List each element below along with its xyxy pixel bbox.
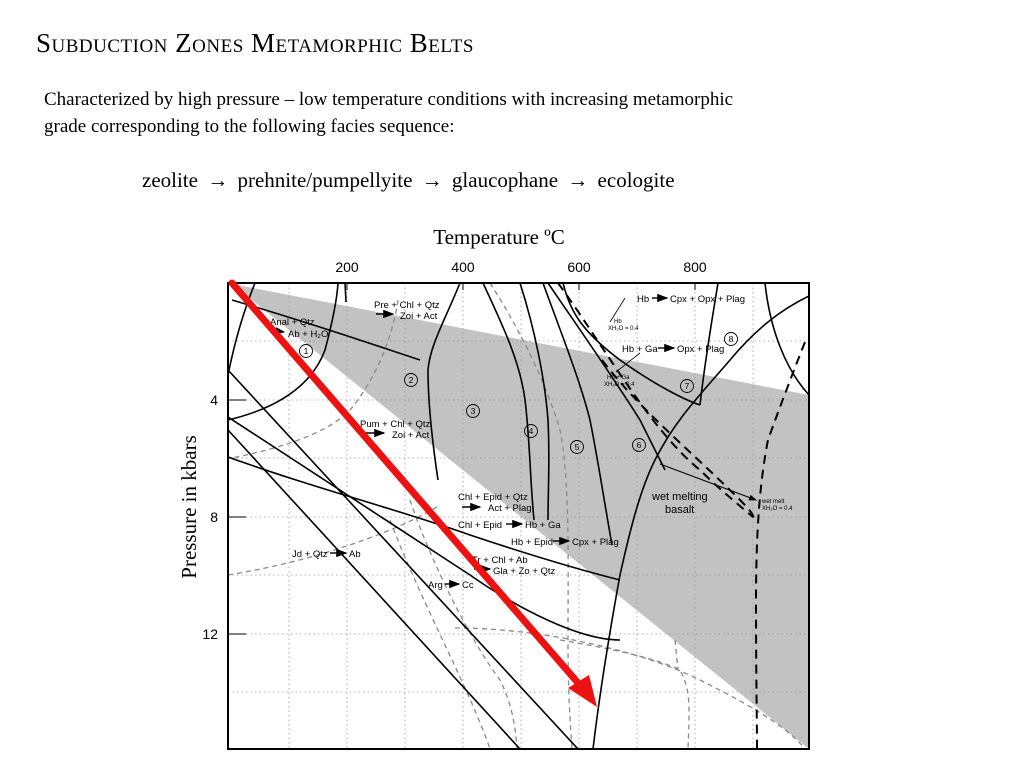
reaction-number-2: 2	[409, 375, 414, 385]
label-zoi-act-1: Zoi + Act	[400, 311, 438, 322]
reaction-numbers: 1 2 3 4 5 6 7 8	[304, 334, 734, 452]
circle-7	[680, 379, 694, 393]
reaction-number-circles	[299, 332, 738, 454]
label-hb-1: Hb	[637, 294, 649, 305]
y-tick-4: 4	[210, 392, 218, 408]
x-tick-800: 800	[683, 259, 707, 275]
facies-sequence: zeolite → prehnite/pumpellyite → glaucop…	[142, 168, 679, 193]
label-hb-epid: Hb + Epid	[511, 537, 553, 548]
reaction-number-3: 3	[471, 406, 476, 416]
label-ab-h2o: Ab + H₂O	[288, 329, 328, 340]
label-xh2o-2: XH₂O = 0.4	[604, 382, 635, 388]
circle-8	[724, 332, 738, 346]
label-wet-melting: wet melting	[651, 491, 708, 503]
label-cc: Cc	[462, 580, 474, 591]
label-arg: Arg	[428, 580, 443, 591]
label-opx-plag: Opx + Plag	[677, 344, 724, 355]
circle-6	[632, 438, 646, 452]
label-tr-chl-ab: Tr + Chl + Ab	[472, 555, 528, 566]
label-act-plag: Act + Plag	[488, 503, 532, 514]
reaction-number-6: 6	[637, 440, 642, 450]
label-jd-qtz: Jd + Qtz	[292, 549, 328, 560]
solid-reaction-curves	[228, 283, 809, 749]
sequence-arrow-1: →	[207, 168, 229, 192]
x-tick-600: 600	[567, 259, 591, 275]
y-tick-12: 12	[202, 626, 218, 642]
sequence-arrow-3: →	[567, 168, 589, 192]
label-gla-zo-qtz: Gla + Zo + Qtz	[493, 566, 556, 577]
label-wet-melt: wet melt	[761, 499, 785, 505]
y-tick-8: 8	[210, 509, 218, 525]
label-hb-ga-2: Hb + Ga	[622, 344, 658, 355]
reaction-number-7: 7	[685, 381, 690, 391]
label-zoi-act-2: Zoi + Act	[392, 430, 430, 441]
label-hb-small: Hb	[614, 319, 622, 325]
label-anal-qtz: Anal + Qtz	[270, 317, 315, 328]
label-basalt: basalt	[665, 504, 694, 516]
reaction-labels: Anal + Qtz Ab + H₂O Pre + Chl + Qtz Zoi …	[270, 293, 793, 591]
facies-glaucophane: glaucophane	[451, 168, 559, 192]
slide-title: Subduction Zones Metamorphic Belts	[36, 28, 474, 58]
x-tick-400: 400	[451, 259, 475, 275]
label-ab: Ab	[349, 549, 361, 560]
reaction-number-8: 8	[729, 334, 734, 344]
circle-5	[570, 440, 584, 454]
grid-lines	[228, 283, 809, 749]
intro-text: Characterized by high pressure – low tem…	[44, 86, 924, 140]
intro-line-2: grade corresponding to the following fac…	[44, 116, 455, 137]
dashed-reaction-curves	[228, 283, 806, 749]
label-cpx-opx-plag: Cpx + Opx + Plag	[670, 294, 745, 305]
label-hb-ga-1: Hb + Ga	[525, 520, 561, 531]
circle-4	[524, 424, 538, 438]
circle-2	[404, 373, 418, 387]
black-dashed-curves	[557, 283, 806, 749]
plot-frame	[227, 282, 810, 750]
facies-zeolite: zeolite	[142, 168, 198, 192]
label-hb-ga-small: Hb + Ga	[607, 375, 630, 381]
x-axis-title: Temperature ºC	[433, 225, 565, 249]
circle-3	[466, 404, 480, 418]
reaction-number-5: 5	[575, 442, 580, 452]
x-tick-200: 200	[335, 259, 359, 275]
label-xh2o-1: XH₂O = 0.4	[608, 326, 639, 332]
y-axis-title: Pressure in kbars	[177, 435, 201, 578]
label-pre-chl-qtz: Pre + Chl + Qtz	[374, 300, 440, 311]
reaction-number-4: 4	[529, 426, 534, 436]
label-chl-epid: Chl + Epid	[458, 520, 502, 531]
tick-marks	[228, 283, 696, 635]
subduction-path-arrow	[228, 279, 597, 707]
facies-prehnite-pumpellyite: prehnite/pumpellyite	[237, 168, 413, 192]
reaction-number-1: 1	[304, 346, 309, 356]
circle-1	[299, 344, 313, 358]
label-chl-epid-qtz: Chl + Epid + Qtz	[458, 492, 528, 503]
facies-eclogite: ecologite	[597, 168, 675, 192]
label-cpx-plag: Cpx + Plag	[572, 537, 619, 548]
sequence-arrow-2: →	[421, 168, 443, 192]
label-xh2o-3: XH₂O = 0.4	[762, 506, 793, 512]
intro-line-1: Characterized by high pressure – low tem…	[44, 89, 734, 110]
label-pum-chl-qtz: Pum + Chl + Qtz	[360, 419, 430, 430]
